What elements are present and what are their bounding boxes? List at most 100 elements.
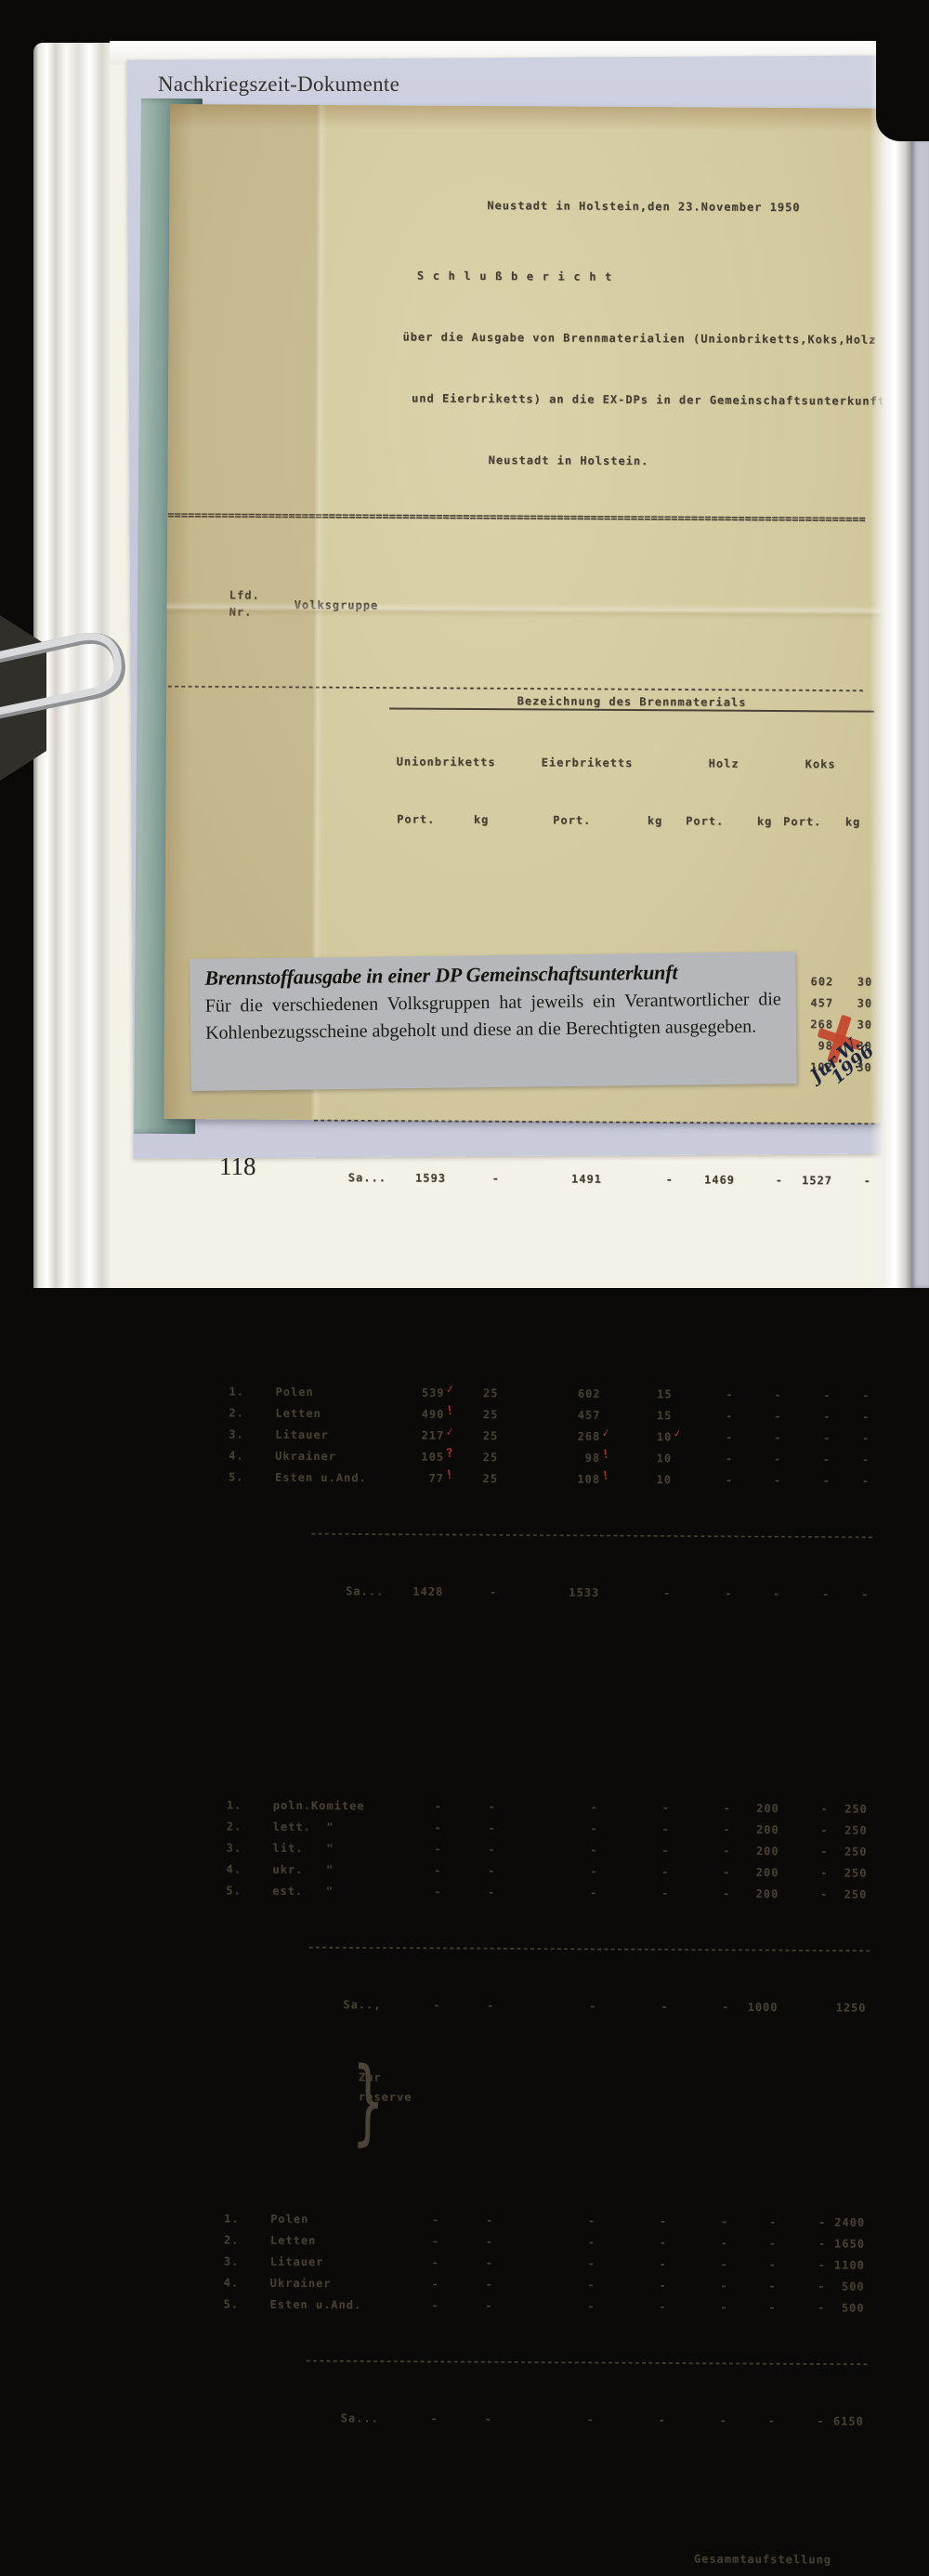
value-cell: - [382, 1860, 441, 1881]
sum-cell: 6150 [825, 2411, 864, 2432]
sum-cell: 1000 [729, 1997, 778, 2018]
document-subtitle-3: Neustadt in Holstein. [168, 448, 885, 473]
value-cell: - [831, 1406, 870, 1427]
value-cell: - [380, 2230, 439, 2252]
value-cell: - [777, 2254, 826, 2276]
sum-cell: 1250 [827, 1997, 866, 2018]
value-cell: - [672, 1448, 733, 1469]
value-cell: 539✓ [385, 1382, 444, 1403]
value-cell: - [597, 1840, 669, 1861]
book-gutter [870, 54, 912, 1288]
value-cell: - [441, 1882, 495, 1903]
sum-row: Sa... 1428-1533----- [161, 1580, 878, 1606]
sum-row: Sa... -------6150 [156, 2407, 873, 2433]
unit-header: Port. [489, 809, 591, 828]
row-number: 4. [224, 2272, 270, 2293]
row-number: 3. [229, 1424, 275, 1445]
value-cell: 250 [828, 1884, 867, 1905]
sum-cell: - [381, 1994, 440, 2016]
value-cell: 1100 [826, 2254, 865, 2276]
opposite-page-edge [911, 139, 929, 1288]
sum-label: Sa... [274, 1581, 384, 1603]
sum-cell: - [727, 2411, 776, 2432]
value-cell: - [383, 1817, 442, 1838]
value-cell: - [439, 2231, 493, 2253]
value-cell: 105? [385, 1446, 444, 1467]
value-cell: - [670, 1819, 731, 1840]
background-top [0, 0, 929, 41]
sum-cell: 1533 [497, 1582, 599, 1604]
value-cell: - [831, 1449, 870, 1470]
paper-clip-icon [0, 602, 143, 760]
row-number: 4. [229, 1445, 275, 1466]
value-cell: 30 [833, 971, 872, 992]
value-cell: 10 [600, 1469, 672, 1491]
dashed-separator: ----------------------------------------… [310, 1530, 873, 1544]
value-cell: - [439, 2253, 493, 2274]
row-volksgruppe: poln.Komitee [273, 1795, 383, 1818]
value-cell: 457 [498, 1404, 600, 1426]
sum-cell: - [438, 2409, 492, 2430]
value-cell: - [379, 2294, 438, 2316]
double-rule: ========================================… [167, 509, 884, 528]
value-cell: - [380, 2209, 439, 2230]
value-cell: - [383, 1795, 442, 1817]
document-subtitle-2: und Eierbriketts) an die EX-DPs in der G… [168, 387, 885, 412]
table-row: 5. Esten u.And. -------500 [156, 2293, 873, 2320]
sum-cell: 1593 [386, 1167, 446, 1189]
value-cell: - [667, 2275, 728, 2296]
value-cell: - [380, 2252, 439, 2273]
value-cell: - [779, 1798, 829, 1820]
value-cell: - [441, 1860, 495, 1882]
value-cell: - [781, 1449, 831, 1470]
document-subtitle-1: über die Ausgabe von Brennmaterialien (U… [168, 325, 885, 350]
value-cell: - [667, 2232, 728, 2254]
value-cell: - [831, 1427, 870, 1449]
value-cell: - [781, 1427, 831, 1449]
sum-cell: - [780, 1584, 830, 1605]
unit-header: kg [591, 810, 662, 828]
value-cell: - [496, 1796, 598, 1819]
dashed-separator: ----------------------------------------… [307, 1943, 870, 1957]
value-cell: 200 [730, 1841, 779, 1862]
value-cell: - [672, 1469, 733, 1491]
row-volksgruppe: Letten [275, 1403, 385, 1426]
row-number: 2. [229, 1402, 275, 1424]
value-cell: - [442, 1796, 496, 1818]
value-cell: - [442, 1818, 496, 1839]
document-dateline: Neustadt in Holstein,den 23.November 195… [169, 193, 886, 218]
value-cell: 250 [828, 1841, 867, 1862]
value-cell: 200 [730, 1862, 779, 1884]
value-cell: - [496, 1818, 598, 1840]
table-block: 1. poln.Komitee -----200-250 2. lett. " [158, 1651, 878, 2060]
value-cell: 250 [829, 1798, 868, 1820]
dashed-separator: ----------------------------------------… [305, 2357, 868, 2371]
value-cell: - [595, 2254, 667, 2275]
unit-header: Port. [772, 811, 821, 829]
sum-cell: - [443, 1582, 497, 1603]
value-cell: 15 [600, 1405, 672, 1426]
table-header: Lfd. Nr. Volksgruppe Bezeichnung des Bre… [166, 586, 883, 645]
value-cell: - [733, 1427, 781, 1449]
value-cell: - [672, 1384, 733, 1405]
value-cell: - [597, 1861, 669, 1883]
value-cell: - [728, 2276, 777, 2297]
value-cell: 98! [498, 1447, 600, 1469]
value-cell: 200 [731, 1820, 779, 1841]
sum-label: Sa... [277, 1167, 386, 1189]
sum-cell: - [492, 2409, 595, 2431]
material-header: Unionbriketts [397, 752, 496, 773]
row-volksgruppe: lett. " [273, 1817, 383, 1839]
value-cell: - [669, 1883, 730, 1904]
unit-header: kg [724, 811, 772, 829]
value-cell: - [672, 1426, 733, 1448]
row-volksgruppe: est. " [272, 1881, 382, 1903]
sum-cell: - [440, 1995, 494, 2017]
footer-line-1: Gesammtaufstellung [155, 2545, 872, 2570]
unit-header: Port. [662, 810, 724, 828]
value-cell: - [777, 2233, 826, 2254]
sum-cell: - [735, 1170, 783, 1191]
